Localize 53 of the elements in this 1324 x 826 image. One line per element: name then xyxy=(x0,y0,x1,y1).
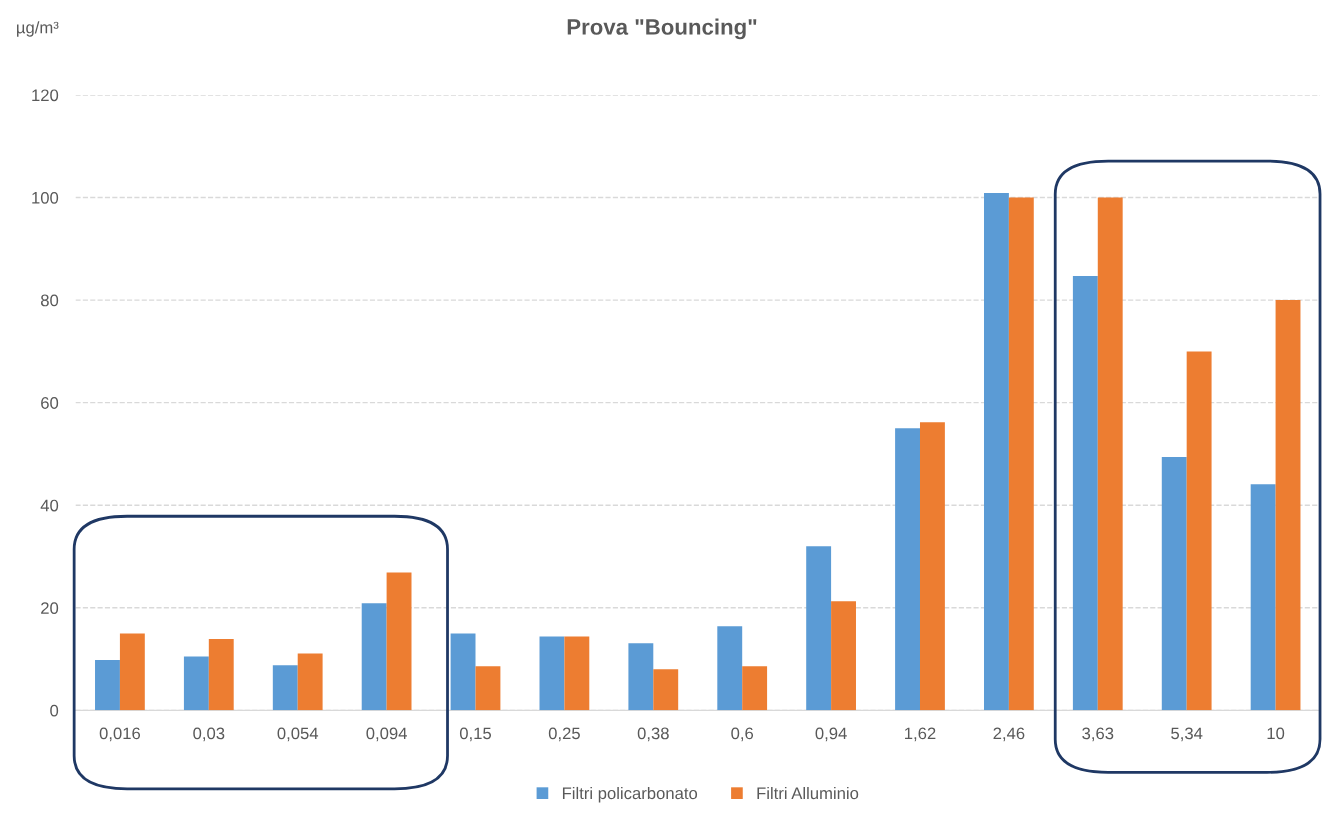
bar xyxy=(919,422,945,711)
bar xyxy=(1275,300,1301,711)
legend-label: Filtri policarbonato xyxy=(562,786,698,803)
bar xyxy=(297,653,323,711)
x-tick-label: 3,63 xyxy=(1082,727,1114,742)
x-tick-label: 0,15 xyxy=(459,727,492,742)
bar xyxy=(653,669,679,711)
x-tick-label: 0,016 xyxy=(99,727,141,742)
bar xyxy=(742,666,768,711)
x-tick-label: 0,054 xyxy=(277,727,319,742)
legend-label: Filtri Alluminio xyxy=(757,786,859,800)
x-tick-label: 10 xyxy=(1267,727,1285,740)
bar xyxy=(208,639,234,711)
x-tick-label: 0,25 xyxy=(548,727,580,742)
bar xyxy=(1097,197,1123,711)
y-tick-label: 100 xyxy=(32,191,59,204)
y-tick-label: 120 xyxy=(32,89,59,102)
x-tick-label: 0,6 xyxy=(731,727,754,742)
bar xyxy=(1161,457,1187,711)
bar xyxy=(1186,351,1212,711)
bar xyxy=(361,603,387,711)
bar xyxy=(831,601,856,711)
x-tick-label: 0,094 xyxy=(366,727,407,742)
y-tick-label: 0 xyxy=(50,704,59,717)
bar xyxy=(806,546,832,711)
y-tick-label: 80 xyxy=(40,294,59,307)
x-tick-label: 2,46 xyxy=(993,727,1025,742)
bar xyxy=(386,572,412,711)
bar xyxy=(539,636,565,711)
bar xyxy=(95,660,120,711)
chart-title: Prova "Bouncing" xyxy=(567,18,757,40)
y-tick-label: 60 xyxy=(41,397,59,409)
bar xyxy=(1008,197,1034,711)
bar xyxy=(984,192,1009,711)
y-tick-label: 20 xyxy=(41,602,59,614)
bar xyxy=(450,633,476,711)
x-tick-label: 1,62 xyxy=(905,727,936,742)
bar xyxy=(272,665,298,711)
bar xyxy=(119,633,145,711)
x-tick-label: 5,34 xyxy=(1171,727,1203,742)
bar xyxy=(183,656,209,711)
x-tick-label: 0,03 xyxy=(193,727,225,742)
bar xyxy=(475,666,501,711)
x-tick-label: 0,38 xyxy=(637,727,669,742)
bar xyxy=(1250,484,1276,711)
bar xyxy=(895,428,920,711)
y-axis-title: µg/m³ xyxy=(17,21,59,37)
bar xyxy=(628,643,654,711)
bar xyxy=(1072,276,1098,711)
bar xyxy=(717,626,743,711)
y-tick-label: 40 xyxy=(40,499,59,512)
x-tick-label: 0,94 xyxy=(815,727,847,742)
bar xyxy=(564,636,590,711)
